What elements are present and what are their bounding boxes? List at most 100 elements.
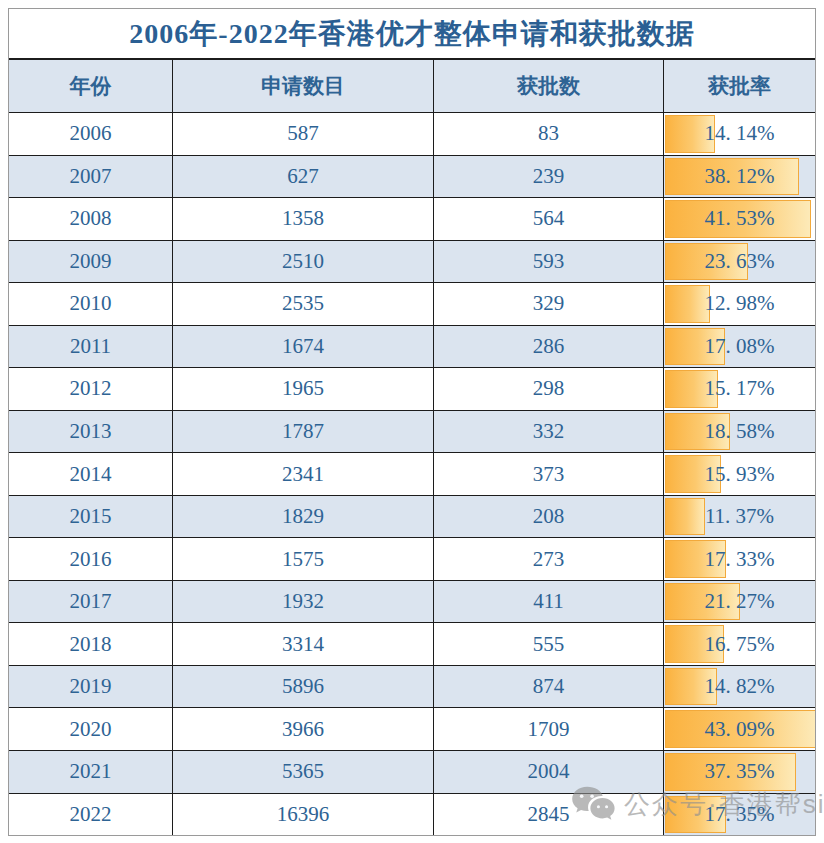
rate-cell: 21. 27%	[663, 581, 815, 623]
table-row: 2013 1787 332 18. 58%	[9, 410, 815, 453]
approvals-cell: 239	[433, 156, 663, 198]
applications-cell: 1829	[172, 496, 433, 538]
rate-cell: 37. 35%	[663, 751, 815, 793]
rate-cell: 14. 82%	[663, 666, 815, 708]
rate-cell: 17. 08%	[663, 326, 815, 368]
rate-cell: 17. 35%	[663, 794, 815, 836]
year-cell: 2016	[9, 538, 172, 580]
year-cell: 2008	[9, 198, 172, 240]
applications-cell: 1965	[172, 368, 433, 410]
table-title-bar: 2006年-2022年香港优才整体申请和获批数据	[9, 9, 815, 60]
table-row: 2006 587 83 14. 14%	[9, 113, 815, 155]
rate-value: 14. 82%	[705, 674, 775, 699]
year-cell: 2007	[9, 156, 172, 198]
column-header-rate: 获批率	[663, 60, 815, 112]
rate-cell: 17. 33%	[663, 538, 815, 580]
approvals-cell: 273	[433, 538, 663, 580]
applications-cell: 5365	[172, 751, 433, 793]
year-cell: 2015	[9, 496, 172, 538]
table-row: 2009 2510 593 23. 63%	[9, 240, 815, 283]
rate-value: 14. 14%	[705, 121, 775, 146]
year-cell: 2012	[9, 368, 172, 410]
page-title: 2006年-2022年香港优才整体申请和获批数据	[129, 15, 694, 53]
rate-value: 18. 58%	[705, 419, 775, 444]
approvals-cell: 298	[433, 368, 663, 410]
rate-cell: 43. 09%	[663, 708, 815, 750]
table-row: 2020 3966 1709 43. 09%	[9, 707, 815, 750]
table-row: 2010 2535 329 12. 98%	[9, 282, 815, 325]
table-header-row: 年份 申请数目 获批数 获批率	[9, 60, 815, 113]
rate-value: 41. 53%	[705, 206, 775, 231]
table-row: 2021 5365 2004 37. 35%	[9, 750, 815, 793]
table-row: 2015 1829 208 11. 37%	[9, 495, 815, 538]
approvals-cell: 1709	[433, 708, 663, 750]
applications-cell: 5896	[172, 666, 433, 708]
year-cell: 2013	[9, 411, 172, 453]
rate-value: 11. 37%	[705, 504, 774, 529]
rate-cell: 41. 53%	[663, 198, 815, 240]
year-cell: 2022	[9, 794, 172, 836]
applications-cell: 2510	[172, 241, 433, 283]
column-header-approvals: 获批数	[433, 60, 663, 112]
approvals-cell: 329	[433, 283, 663, 325]
approvals-cell: 208	[433, 496, 663, 538]
rate-value: 12. 98%	[705, 291, 775, 316]
rate-value: 23. 63%	[705, 249, 775, 274]
column-header-applications: 申请数目	[172, 60, 433, 112]
rate-cell: 15. 17%	[663, 368, 815, 410]
rate-cell: 38. 12%	[663, 156, 815, 198]
year-cell: 2006	[9, 113, 172, 155]
table-body: 2006 587 83 14. 14% 2007 627 239 38. 12%…	[9, 113, 815, 835]
table-row: 2008 1358 564 41. 53%	[9, 197, 815, 240]
applications-cell: 3314	[172, 623, 433, 665]
applications-cell: 16396	[172, 794, 433, 836]
rate-value: 17. 35%	[705, 802, 775, 827]
table-row: 2012 1965 298 15. 17%	[9, 367, 815, 410]
table-row: 2022 16396 2845 17. 35%	[9, 793, 815, 836]
approvals-cell: 555	[433, 623, 663, 665]
table-row: 2014 2341 373 15. 93%	[9, 452, 815, 495]
rate-value: 21. 27%	[705, 589, 775, 614]
applications-cell: 1575	[172, 538, 433, 580]
approvals-cell: 874	[433, 666, 663, 708]
applications-cell: 1674	[172, 326, 433, 368]
approvals-cell: 373	[433, 453, 663, 495]
rate-value: 38. 12%	[705, 164, 775, 189]
rate-value: 37. 35%	[705, 759, 775, 784]
approvals-cell: 332	[433, 411, 663, 453]
year-cell: 2018	[9, 623, 172, 665]
approvals-cell: 83	[433, 113, 663, 155]
applications-cell: 1932	[172, 581, 433, 623]
applications-cell: 2341	[172, 453, 433, 495]
rate-cell: 11. 37%	[663, 496, 815, 538]
table-row: 2017 1932 411 21. 27%	[9, 580, 815, 623]
table-row: 2019 5896 874 14. 82%	[9, 665, 815, 708]
rate-value: 15. 17%	[705, 376, 775, 401]
table-row: 2011 1674 286 17. 08%	[9, 325, 815, 368]
rate-cell: 16. 75%	[663, 623, 815, 665]
rate-value: 16. 75%	[705, 632, 775, 657]
rate-cell: 15. 93%	[663, 453, 815, 495]
year-cell: 2020	[9, 708, 172, 750]
table-row: 2007 627 239 38. 12%	[9, 155, 815, 198]
applications-cell: 627	[172, 156, 433, 198]
year-cell: 2010	[9, 283, 172, 325]
approvals-cell: 564	[433, 198, 663, 240]
year-cell: 2017	[9, 581, 172, 623]
table-row: 2016 1575 273 17. 33%	[9, 537, 815, 580]
rate-cell: 23. 63%	[663, 241, 815, 283]
applications-cell: 1358	[172, 198, 433, 240]
rate-cell: 12. 98%	[663, 283, 815, 325]
table-row: 2018 3314 555 16. 75%	[9, 622, 815, 665]
approvals-cell: 411	[433, 581, 663, 623]
year-cell: 2019	[9, 666, 172, 708]
rate-value: 17. 33%	[705, 547, 775, 572]
applications-cell: 587	[172, 113, 433, 155]
data-table: 2006年-2022年香港优才整体申请和获批数据 年份 申请数目 获批数 获批率…	[8, 8, 816, 836]
approvals-cell: 286	[433, 326, 663, 368]
rate-cell: 18. 58%	[663, 411, 815, 453]
rate-value: 15. 93%	[705, 462, 775, 487]
approvals-cell: 593	[433, 241, 663, 283]
rate-value: 43. 09%	[705, 717, 775, 742]
rate-cell: 14. 14%	[663, 113, 815, 155]
